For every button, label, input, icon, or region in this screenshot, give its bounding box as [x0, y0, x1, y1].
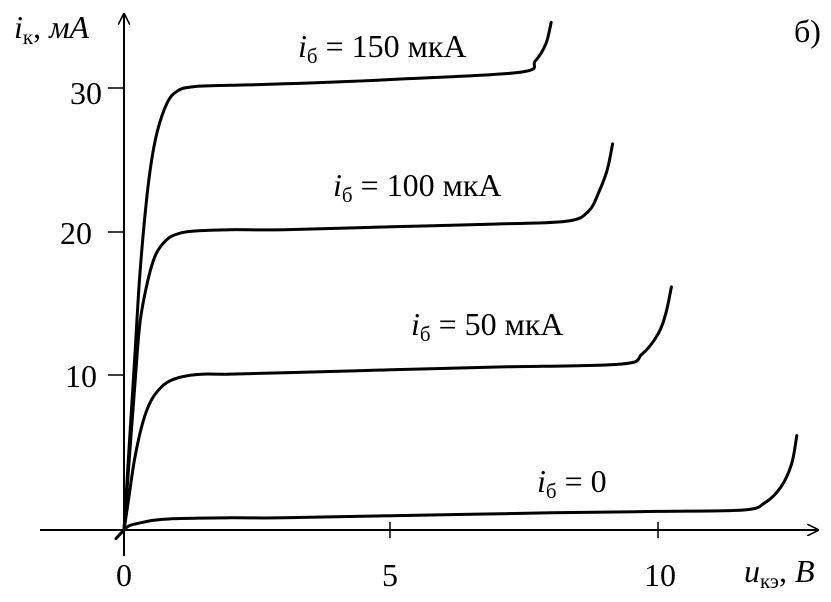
x-tick-label-5: 5 — [382, 557, 398, 593]
y-axis-unit: мА — [48, 9, 89, 45]
y-tick-label-30: 30 — [70, 75, 102, 111]
series-label-3: iб = 150 мкА — [298, 28, 467, 68]
x-tick-label-0: 0 — [116, 557, 132, 593]
y-axis-subscript: к — [23, 25, 34, 49]
x-axis-label: uкэ, B — [744, 553, 815, 593]
series-curve-0 — [114, 434, 799, 541]
y-tick-label-20: 20 — [60, 215, 92, 251]
series-curve-1 — [122, 285, 673, 532]
y-tick-label-10: 10 — [65, 358, 97, 394]
series-label-0: iб = 0 — [537, 463, 607, 503]
series-label-1: iб = 50 мкА — [411, 306, 564, 346]
x-tick-label-10: 10 — [644, 557, 676, 593]
series-curve-2 — [122, 142, 615, 532]
y-ticks — [108, 87, 124, 376]
x-axis-symbol: u — [744, 553, 760, 589]
x-ticks — [389, 522, 659, 538]
series-curve-3 — [122, 20, 553, 532]
panel-label: б) — [794, 13, 821, 49]
x-axis-subscript: кэ — [760, 569, 779, 593]
y-axis-label: iк, мА — [14, 9, 90, 49]
y-axis-symbol: i — [14, 9, 23, 45]
x-axis-unit: B — [795, 553, 815, 589]
curves — [114, 20, 799, 541]
series-label-2: iб = 100 мкА — [333, 167, 502, 207]
